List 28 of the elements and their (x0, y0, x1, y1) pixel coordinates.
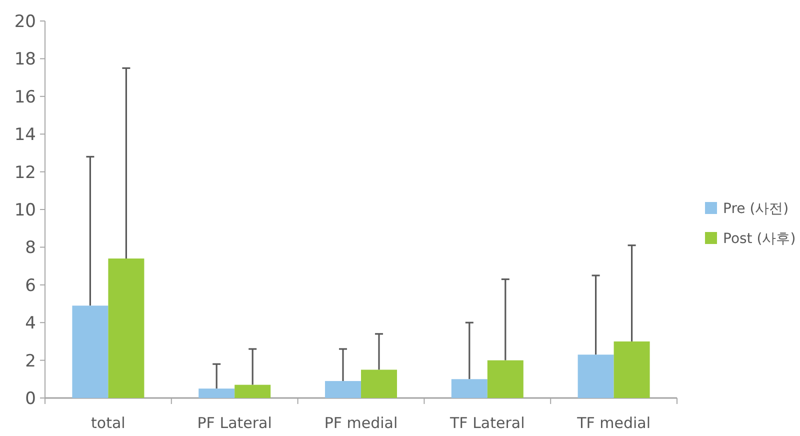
y-tick-label: 14 (14, 125, 36, 146)
x-tick-label: PF medial (324, 414, 398, 432)
bar (451, 379, 488, 398)
y-tick-label: 20 (14, 12, 36, 32)
legend-label: Post (사후) (723, 231, 796, 247)
bar (487, 360, 524, 398)
y-tick-label: 6 (25, 276, 36, 296)
bar (108, 258, 144, 398)
x-tick-label: TF Lateral (449, 414, 525, 432)
bar (614, 341, 650, 398)
y-tick-label: 18 (14, 50, 36, 70)
y-tick-label: 16 (14, 87, 36, 108)
x-tick-label: total (91, 414, 126, 432)
bar (198, 388, 235, 398)
y-tick-label: 0 (25, 389, 36, 409)
bar (578, 354, 614, 398)
y-tick-label: 10 (14, 200, 36, 220)
legend-label: Pre (사전) (723, 201, 789, 217)
y-tick-label: 8 (25, 238, 36, 258)
y-tick-label: 2 (25, 351, 36, 372)
x-tick-label: PF Lateral (197, 414, 272, 432)
bar (361, 370, 397, 398)
bar (72, 306, 108, 398)
y-tick-label: 4 (25, 314, 36, 334)
y-tick-label: 12 (14, 162, 36, 183)
bar (234, 384, 271, 398)
bar (325, 381, 361, 398)
x-tick-label: TF medial (576, 414, 651, 432)
